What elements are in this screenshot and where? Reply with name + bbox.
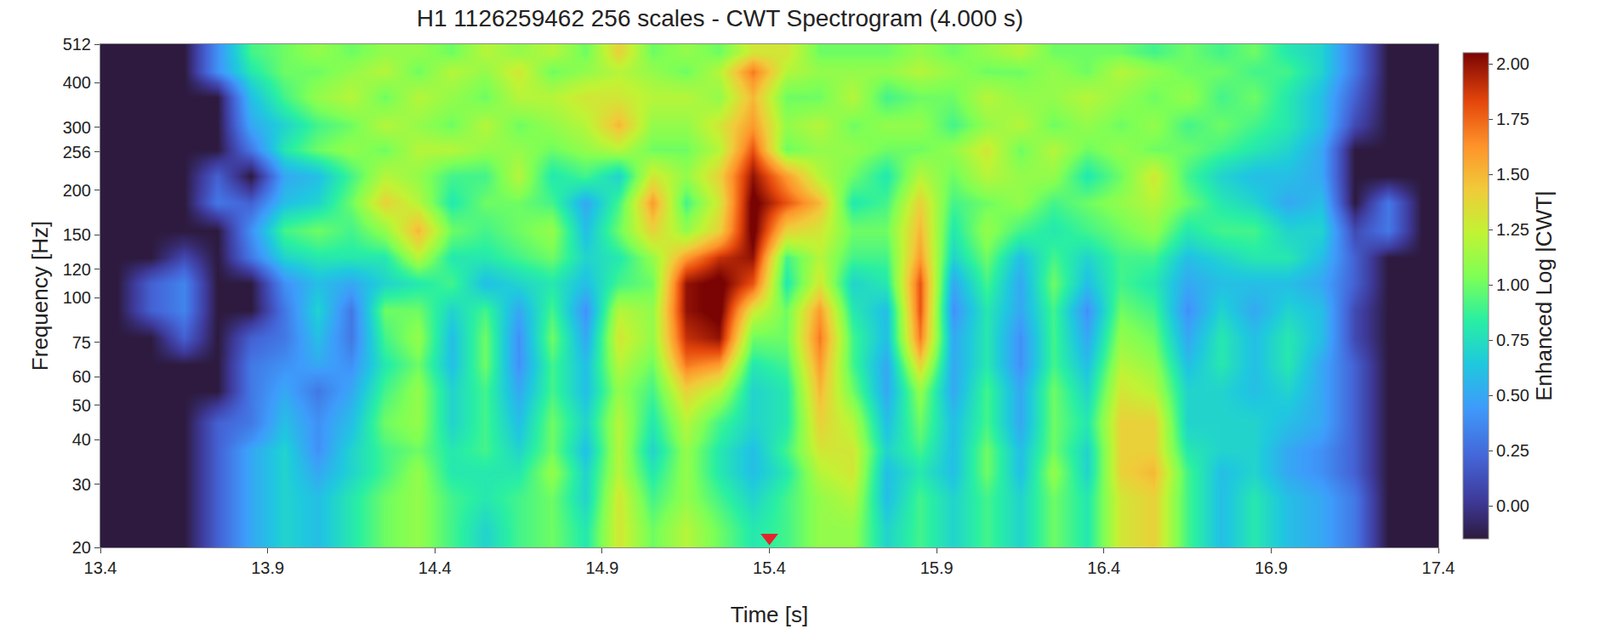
svg-text:15.4: 15.4: [752, 558, 786, 578]
svg-text:17.4: 17.4: [1422, 558, 1456, 578]
svg-text:13.4: 13.4: [84, 558, 118, 578]
svg-text:13.9: 13.9: [250, 558, 285, 578]
svg-text:0.25: 0.25: [1496, 441, 1530, 461]
svg-text:30: 30: [72, 475, 92, 495]
svg-text:150: 150: [62, 225, 92, 245]
svg-text:0.50: 0.50: [1496, 386, 1530, 405]
svg-text:120: 120: [62, 260, 92, 280]
svg-text:0.00: 0.00: [1496, 496, 1530, 516]
svg-text:1.75: 1.75: [1496, 109, 1530, 129]
svg-text:75: 75: [72, 333, 92, 353]
svg-text:40: 40: [72, 430, 92, 450]
svg-text:16.4: 16.4: [1087, 558, 1121, 578]
svg-text:Time [s]: Time [s]: [730, 602, 809, 628]
svg-text:512: 512: [62, 34, 92, 54]
svg-text:200: 200: [62, 181, 92, 200]
svg-text:1.25: 1.25: [1496, 220, 1530, 240]
svg-text:100: 100: [62, 288, 92, 308]
svg-text:60: 60: [72, 367, 92, 387]
svg-text:2.00: 2.00: [1496, 54, 1530, 74]
svg-text:15.9: 15.9: [920, 558, 954, 578]
svg-text:16.9: 16.9: [1254, 558, 1288, 578]
svg-text:300: 300: [62, 118, 92, 137]
svg-text:20: 20: [72, 538, 92, 558]
svg-text:1.50: 1.50: [1496, 165, 1530, 184]
svg-text:14.9: 14.9: [585, 558, 619, 578]
svg-text:0.75: 0.75: [1496, 330, 1530, 350]
svg-text:400: 400: [62, 73, 92, 92]
svg-text:1.00: 1.00: [1496, 275, 1530, 295]
svg-text:Frequency [Hz]: Frequency [Hz]: [27, 221, 53, 371]
svg-text:Enhanced Log |CWT|: Enhanced Log |CWT|: [1531, 190, 1557, 402]
svg-text:256: 256: [62, 142, 92, 162]
svg-text:14.4: 14.4: [418, 558, 452, 578]
svg-text:50: 50: [72, 396, 92, 416]
svg-text:H1 1126259462 256 scales - CWT: H1 1126259462 256 scales - CWT Spectrogr…: [416, 5, 1024, 32]
